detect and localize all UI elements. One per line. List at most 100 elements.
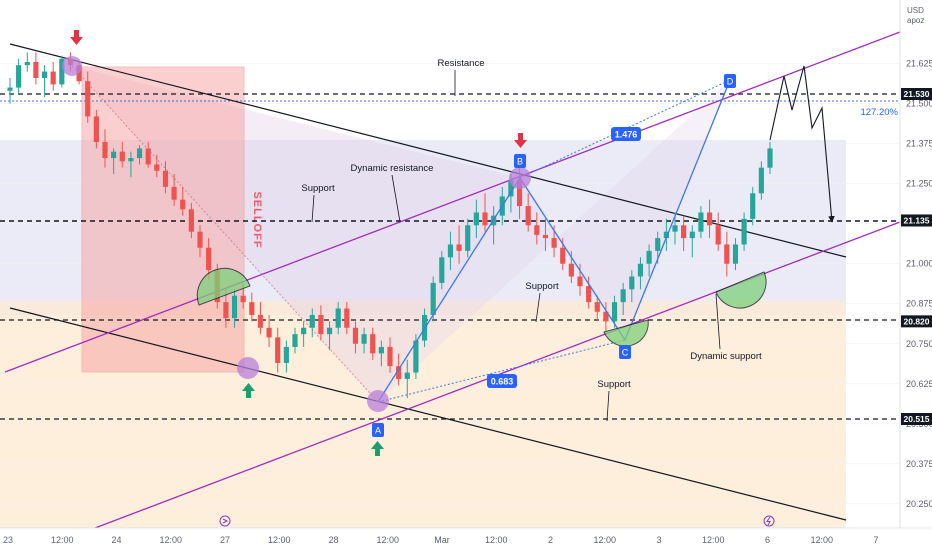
time-tick-label: 12:00	[268, 535, 291, 545]
time-tick-label: 3	[656, 535, 661, 545]
svg-text:21.530: 21.530	[904, 89, 930, 99]
candle-body	[698, 212, 704, 232]
pointer-dynamic-resistance	[391, 174, 401, 223]
candle-body	[361, 334, 367, 344]
candle-body	[706, 212, 713, 226]
candle-body	[50, 71, 56, 85]
candle-body	[180, 199, 186, 210]
candlestick-series	[7, 52, 773, 399]
candle-body	[758, 167, 764, 194]
candle-body	[663, 231, 669, 239]
svg-text:0.683: 0.683	[491, 377, 514, 387]
candle-body	[603, 311, 609, 322]
candle-body	[162, 170, 169, 187]
candle-body	[611, 302, 618, 322]
candle-body	[482, 212, 488, 226]
harmonic-pattern-lines	[377, 79, 731, 403]
candle-body	[119, 151, 125, 162]
green-arc-left	[196, 267, 251, 306]
candle-body	[292, 334, 298, 347]
point-label-d: D	[724, 74, 736, 88]
time-axis[interactable]	[0, 528, 932, 550]
candle-body	[370, 334, 376, 354]
lightning-icon[interactable]	[763, 515, 775, 527]
candle-body	[551, 238, 557, 248]
candle-body	[231, 295, 238, 319]
candle-body	[41, 71, 48, 78]
pointer-support-mid	[535, 292, 541, 323]
svg-text:B: B	[517, 157, 523, 167]
candle-body	[620, 289, 626, 303]
candle-body	[335, 308, 341, 328]
price-tick-label: 20.750	[906, 339, 932, 349]
price-tag: 20.820	[901, 315, 932, 328]
price-tick-label: 21.000	[906, 259, 932, 269]
time-tick-label: 7	[873, 535, 878, 545]
candle-body	[681, 225, 687, 239]
ratio-label-bd: 1.476	[611, 127, 641, 141]
point-label-a: A	[372, 423, 384, 437]
price-tag: 21.135	[901, 214, 932, 227]
pivot-circle-b	[509, 167, 531, 189]
candle-body	[93, 116, 99, 143]
candle-body	[508, 180, 514, 197]
annotation-support-low: Support	[597, 379, 631, 390]
annotation-dynamic-resistance: Dynamic resistance	[351, 163, 434, 174]
candle-body	[542, 234, 549, 239]
candle-body	[473, 212, 479, 226]
candle-body	[586, 286, 592, 303]
svg-text:C: C	[622, 348, 629, 358]
candle-body	[732, 244, 739, 264]
annotation-dynamic-support: Dynamic support	[690, 351, 762, 362]
candle-body	[309, 314, 315, 328]
candle-body	[223, 302, 229, 319]
time-tick-label: 12:00	[702, 535, 725, 545]
candle-body	[111, 151, 117, 159]
candle-body	[301, 327, 307, 335]
candle-body	[430, 282, 436, 315]
candle-body	[344, 308, 350, 328]
candle-body	[76, 65, 82, 82]
candle-body	[767, 148, 773, 168]
time-tick-label: 12:00	[51, 535, 74, 545]
pointer-support-left	[311, 194, 315, 223]
time-tick-label: 27	[220, 535, 230, 545]
candle-body	[352, 327, 359, 344]
candle-body	[7, 87, 13, 91]
price-tick-label: 20.250	[906, 499, 932, 509]
down-arrow-icon	[70, 30, 83, 45]
candle-body	[724, 244, 730, 264]
svg-text:20.515: 20.515	[904, 414, 930, 424]
candle-body	[171, 186, 177, 200]
ascending-channel-upper	[4, 31, 901, 373]
annotation-support-left: Support	[301, 183, 335, 194]
candle-body	[750, 193, 756, 219]
candle-body	[257, 314, 264, 328]
time-tick-label: Mar	[434, 535, 450, 545]
candle-body	[594, 302, 600, 312]
candle-body	[154, 164, 160, 171]
up-arrow-icon	[371, 441, 384, 456]
event-icon[interactable]	[219, 515, 231, 527]
green-arc-c	[603, 319, 649, 347]
candle-body	[136, 148, 143, 159]
candle-body	[525, 206, 531, 226]
time-tick-label: 24	[111, 535, 121, 545]
ratio-label-ac: 0.683	[487, 374, 517, 388]
svg-text:21.135: 21.135	[904, 215, 930, 225]
time-tick-label: 23	[3, 535, 13, 545]
candle-body	[249, 302, 255, 315]
candle-body	[516, 180, 523, 207]
descending-channel-upper	[9, 43, 847, 258]
candle-body	[102, 142, 108, 159]
ac-dotted-line	[377, 339, 626, 403]
price-tick-label: 21.250	[906, 179, 932, 189]
candle-body	[629, 276, 635, 290]
candle-body	[646, 250, 652, 264]
candle-body	[266, 327, 272, 338]
candle-body	[741, 218, 747, 245]
bd-dotted-line	[519, 79, 731, 179]
pointer-dynamic-support	[715, 293, 721, 350]
candle-body	[85, 81, 91, 117]
